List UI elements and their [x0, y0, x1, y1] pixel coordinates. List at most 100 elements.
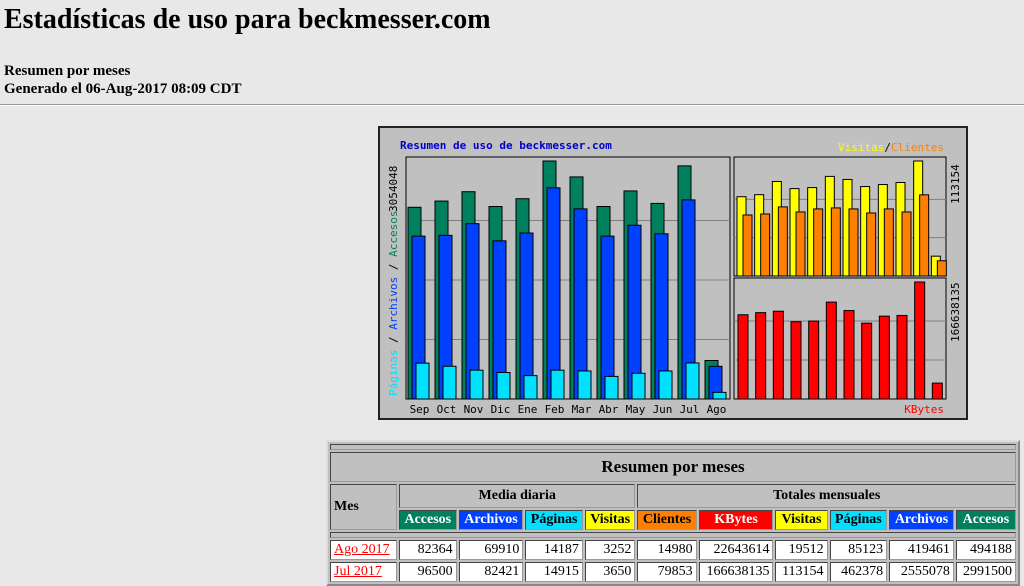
bar-paginas-ene: [523, 375, 538, 400]
daily-paginas-cell: 14915: [525, 562, 583, 582]
bar-paginas-may: [631, 372, 646, 400]
daily-visitas-cell: 3650: [584, 562, 636, 582]
col-header-daily-accesos: Accesos: [399, 510, 457, 530]
x-tick-label-nov: Nov: [464, 403, 484, 416]
bar-kbytes-dic: [790, 321, 802, 400]
bar-kbytes-abr: [861, 322, 873, 400]
daily-visitas-cell: 3252: [584, 540, 636, 560]
x-tick-label-dic: Dic: [491, 403, 511, 416]
monthly-visitas-cell: 19512: [775, 540, 828, 560]
x-tick-label-mar: Mar: [572, 403, 592, 416]
legend-visitas: Visitas: [838, 141, 884, 154]
table-spacer-row: [330, 444, 1016, 450]
bar-paginas-feb: [550, 369, 565, 400]
bar-kbytes-ene: [808, 320, 820, 400]
bar-clientes-abr: [866, 212, 877, 277]
x-tick-label-sep: Sep: [410, 403, 430, 416]
bar-clientes-may: [883, 208, 894, 277]
bar-archivos-feb: [546, 187, 561, 400]
daily-average-header: Media diaria: [399, 484, 636, 508]
bar-clientes-mar: [848, 208, 859, 277]
month-link-jul-2017[interactable]: Jul 2017: [334, 564, 382, 579]
bar-kbytes-mar: [843, 310, 855, 400]
monthly-clientes-cell: 14980: [637, 540, 697, 560]
table-row: Ago 2017 82364 69910 14187 3252 14980 22…: [330, 540, 1016, 560]
usage-chart-svg: Resumen de uso de beckmesser.com Visitas/…: [387, 139, 962, 416]
bar-paginas-nov: [469, 369, 484, 400]
bar-kbytes-nov: [772, 310, 784, 400]
bar-clientes-feb: [830, 207, 841, 277]
monthly-archivos-cell: 419461: [889, 540, 954, 560]
bar-paginas-abr: [604, 375, 619, 400]
bar-clientes-ago: [936, 260, 947, 277]
legend-part-0: Páginas: [387, 350, 400, 396]
bar-paginas-ago: [712, 391, 727, 400]
bar-clientes-jul: [919, 194, 930, 277]
col-header-monthly-visitas: Visitas: [775, 510, 828, 530]
usage-chart: Resumen de uso de beckmesser.com Visitas/…: [378, 126, 968, 420]
bar-kbytes-sep: [737, 314, 749, 400]
monthly-visitas-cell: 113154: [775, 562, 828, 582]
table-column-header-row: Accesos Archivos Páginas Visitas Cliente…: [330, 510, 1016, 530]
monthly-totals-header: Totales mensuales: [637, 484, 1016, 508]
legend-part-1: Archivos: [387, 277, 400, 330]
daily-accesos-cell: 96500: [399, 562, 457, 582]
bar-kbytes-jul: [914, 281, 926, 400]
bar-archivos-ene: [519, 232, 534, 400]
bar-kbytes-may: [878, 315, 890, 400]
bar-kbytes-feb: [825, 301, 837, 400]
x-tick-label-feb: Feb: [545, 403, 565, 416]
legend-visitas-clientes: Visitas/Clientes: [838, 141, 944, 154]
table-title-row: Resumen por meses: [330, 452, 1016, 482]
mes-header: Mes: [330, 484, 398, 530]
col-header-daily-paginas: Páginas: [525, 510, 583, 530]
bar-clientes-oct: [760, 213, 771, 277]
monthly-summary-table-wrap: Resumen por meses Mes Media diaria Total…: [326, 440, 1020, 586]
table-row: Jul 2017 96500 82421 14915 3650 79853 16…: [330, 562, 1016, 582]
col-header-monthly-paginas: Páginas: [829, 510, 888, 530]
month-link-ago-2017[interactable]: Ago 2017: [334, 542, 390, 557]
summary-period: Resumen por meses: [4, 63, 131, 79]
daily-archivos-cell: 69910: [458, 540, 524, 560]
x-tick-label-abr: Abr: [599, 403, 619, 416]
left-axis-max-label: 3054048: [387, 166, 400, 212]
daily-paginas-cell: 14187: [525, 540, 583, 560]
main-plot-area: [405, 156, 731, 400]
x-tick-label-ago: Ago: [707, 403, 727, 416]
col-header-monthly-kbytes: KBytes: [698, 510, 774, 530]
monthly-summary-table: Resumen por meses Mes Media diaria Total…: [326, 440, 1020, 586]
bar-paginas-oct: [442, 365, 457, 400]
page-title: Estadísticas de uso para beckmesser.com: [4, 4, 491, 35]
x-tick-label-ene: Ene: [518, 403, 538, 416]
generated-date: Generado el 06-Aug-2017 08:09 CDT: [4, 81, 242, 97]
kbytes-plot-area: [733, 277, 947, 400]
x-tick-label-jul: Jul: [680, 403, 700, 416]
col-header-monthly-clientes: Clientes: [637, 510, 697, 530]
table-separator-row: [330, 532, 1016, 538]
chart-title: Resumen de uso de beckmesser.com: [400, 139, 612, 152]
monthly-paginas-cell: 85123: [829, 540, 888, 560]
bar-archivos-abr: [600, 235, 615, 400]
monthly-kbytes-cell: 166638135: [698, 562, 774, 582]
monthly-accesos-cell: 494188: [955, 540, 1016, 560]
bar-clientes-sep: [742, 214, 753, 277]
bar-paginas-mar: [577, 370, 592, 400]
bar-paginas-jul: [685, 362, 700, 400]
daily-archivos-cell: 82421: [458, 562, 524, 582]
legend-sep-0: /: [387, 330, 400, 350]
bar-paginas-sep: [415, 362, 430, 400]
bar-clientes-nov: [777, 206, 788, 277]
col-header-monthly-accesos: Accesos: [955, 510, 1016, 530]
right-bottom-axis-max-label: 166638135: [949, 282, 962, 342]
bar-clientes-ene: [813, 208, 824, 277]
bar-paginas-jun: [658, 370, 673, 400]
legend-sep-1: /: [387, 257, 400, 277]
monthly-archivos-cell: 2555078: [889, 562, 954, 582]
horizontal-rule: [0, 104, 1024, 106]
bar-kbytes-ago: [931, 382, 943, 400]
bar-kbytes-oct: [755, 312, 767, 400]
monthly-kbytes-cell: 22643614: [698, 540, 774, 560]
table-group-row: Mes Media diaria Totales mensuales: [330, 484, 1016, 530]
monthly-accesos-cell: 2991500: [955, 562, 1016, 582]
legend-separator: /: [884, 141, 891, 154]
